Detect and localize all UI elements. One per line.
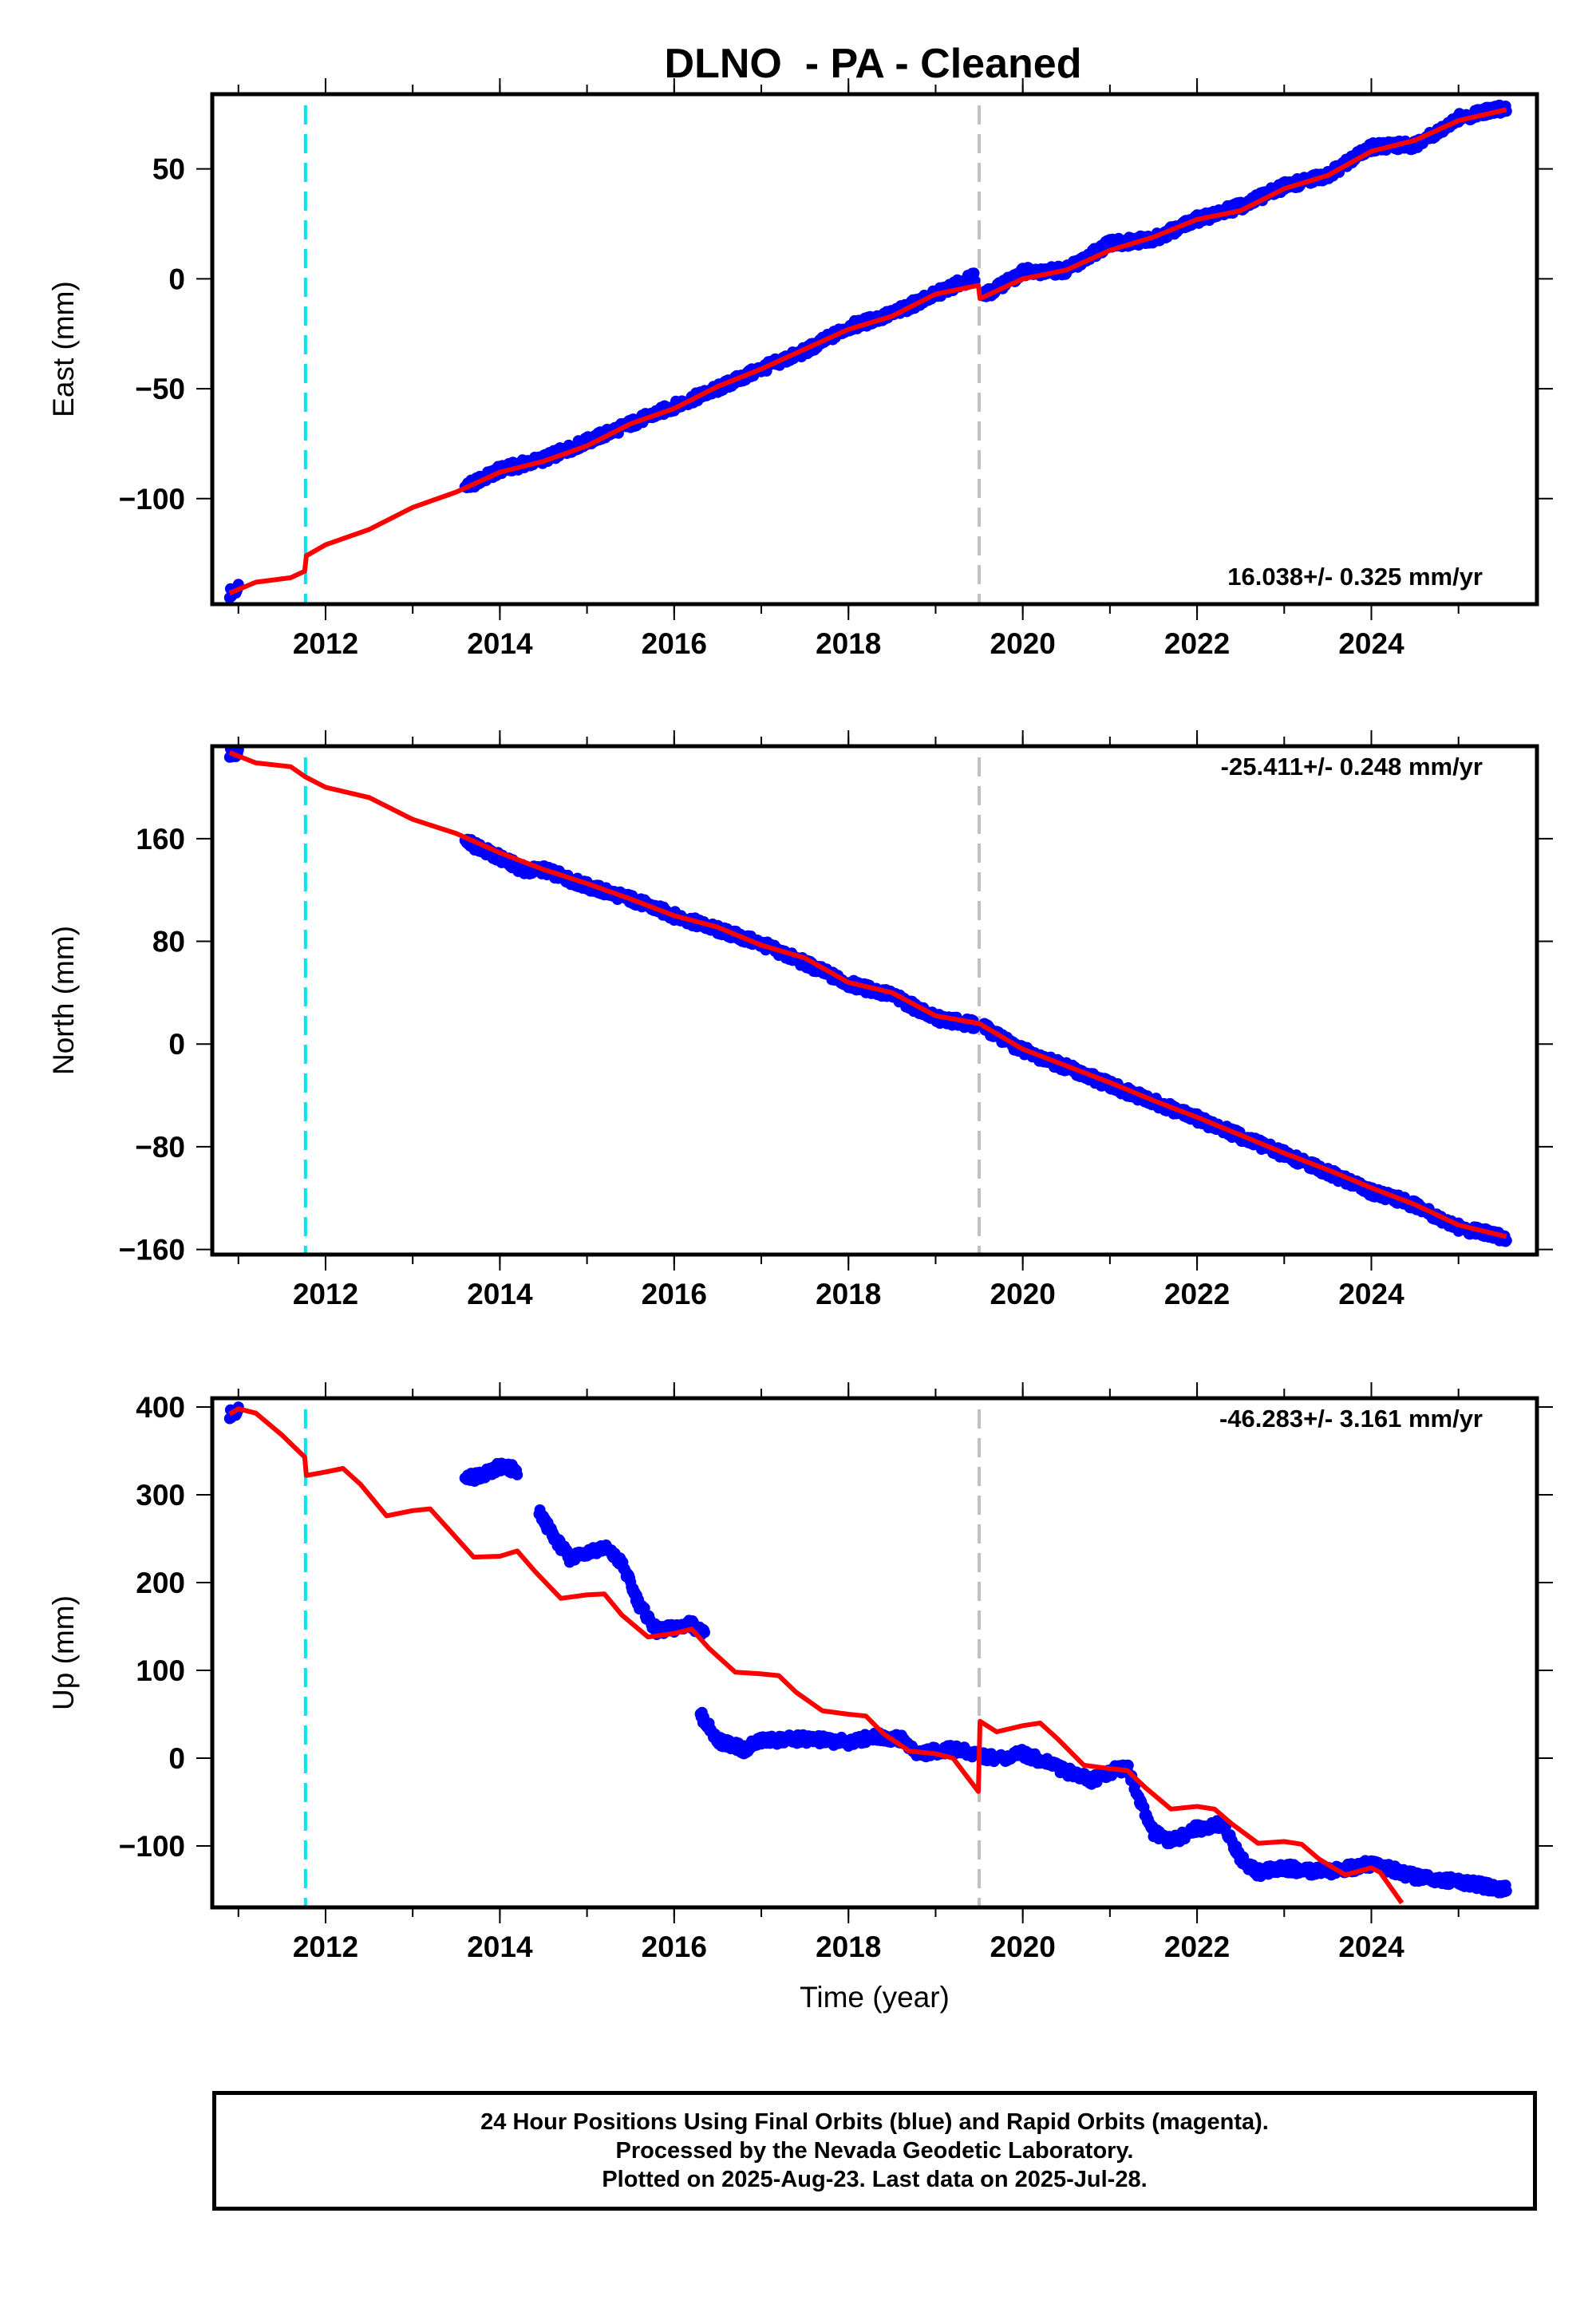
y-tick-label: 300: [136, 1479, 185, 1512]
plot-frame: [210, 1396, 1539, 1910]
plot-area: [223, 1401, 1512, 1907]
y-tick-label: 160: [136, 823, 185, 856]
velocity-annotation: -25.411+/- 0.248 mm/yr: [1221, 753, 1483, 781]
x-tick-label: 2022: [1164, 1931, 1230, 1963]
x-tick-label: 2018: [816, 1278, 881, 1310]
y-tick-label: −80: [135, 1131, 185, 1164]
y-tick-label: 400: [136, 1391, 185, 1424]
x-tick-label: 2022: [1164, 627, 1230, 660]
x-axis-label: Time (year): [800, 1981, 950, 2014]
y-axis-label: Up (mm): [47, 1595, 80, 1710]
y-tick-label: −100: [119, 483, 185, 516]
y-tick-label: −50: [135, 373, 185, 405]
x-tick-label: 2014: [467, 627, 533, 660]
y-tick-label: 50: [152, 153, 185, 186]
x-tick-label: 2016: [642, 627, 707, 660]
daily-positions: [223, 1401, 1512, 1899]
x-tick-label: 2012: [293, 1931, 358, 1963]
y-tick-label: 0: [168, 263, 185, 295]
footer-dates-note: Plotted on 2025-Aug-23. Last data on 202…: [602, 2167, 1148, 2192]
daily-position: [512, 1468, 523, 1480]
plot-area: [223, 746, 1512, 1255]
up-panel: 2012 2014 2016 2018 2020 2022 2024 −100 0 100 200 3…: [47, 1382, 1553, 1963]
x-tick-label: 2016: [642, 1931, 707, 1963]
y-tick-label: 0: [168, 1028, 185, 1061]
footer-orbits-note: 24 Hour Positions Using Final Orbits (bl…: [480, 2109, 1269, 2135]
y-tick-label: −100: [119, 1830, 185, 1863]
x-tick-label: 2018: [816, 1931, 881, 1963]
x-tick-label: 2012: [293, 1278, 358, 1310]
y-tick-label: 0: [168, 1742, 185, 1775]
x-tick-label: 2024: [1338, 1931, 1404, 1963]
plot-frame: [210, 92, 1539, 607]
x-tick-label: 2012: [293, 627, 358, 660]
x-tick-label: 2020: [990, 1931, 1056, 1963]
north-panel: 2012 2014 2016 2018 2020 2022 2024 −160 −80 0 80 16…: [47, 730, 1553, 1310]
y-axis-label: North (mm): [47, 926, 80, 1075]
x-tick-label: 2022: [1164, 1278, 1230, 1310]
y-axis-label: East (mm): [47, 281, 80, 417]
model-fit-line: [228, 1406, 1404, 1905]
plot-frame: [210, 744, 1539, 1257]
x-tick-label: 2024: [1338, 1278, 1404, 1310]
x-tick-label: 2020: [990, 1278, 1056, 1310]
daily-position: [1500, 1885, 1512, 1897]
y-tick-label: −160: [119, 1234, 185, 1267]
velocity-annotation: 16.038+/- 0.325 mm/yr: [1227, 563, 1483, 591]
east-panel: 2012 2014 2016 2018 2020 2022 2024 −100 −50 0 50 Ea…: [47, 78, 1553, 660]
x-tick-label: 2018: [816, 627, 881, 660]
x-tick-label: 2024: [1338, 627, 1404, 660]
x-tick-label: 2020: [990, 627, 1056, 660]
y-tick-label: 200: [136, 1567, 185, 1599]
x-tick-label: 2016: [642, 1278, 707, 1310]
footer-processor-note: Processed by the Nevada Geodetic Laborat…: [615, 2138, 1134, 2164]
chart-title: DLNO - PA - Cleaned: [665, 41, 1082, 87]
daily-positions: [223, 99, 1512, 603]
model-fit-line: [228, 107, 1507, 595]
x-tick-label: 2014: [467, 1278, 533, 1310]
daily-position: [699, 1626, 710, 1638]
plot-area: [223, 99, 1512, 604]
y-tick-label: 100: [136, 1654, 185, 1687]
model-fit-line: [228, 750, 1507, 1239]
velocity-annotation: -46.283+/- 3.161 mm/yr: [1219, 1405, 1483, 1433]
x-tick-label: 2014: [467, 1931, 533, 1963]
processing-info-box: 24 Hour Positions Using Final Orbits (bl…: [212, 2091, 1537, 2211]
y-tick-label: 80: [152, 926, 185, 958]
